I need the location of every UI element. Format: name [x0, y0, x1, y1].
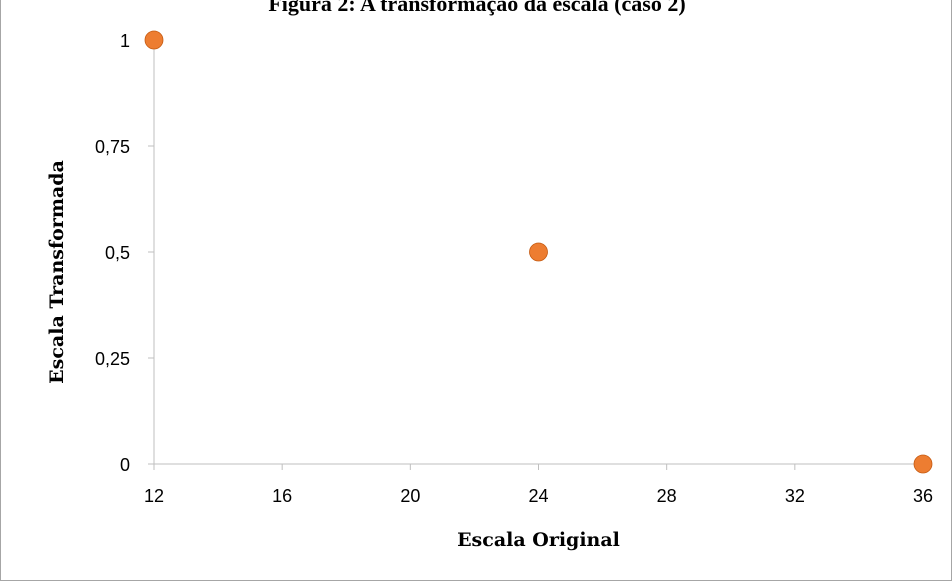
- data-points: [144, 30, 933, 474]
- y-axis-ticks: 0 0,25 0,5 0,75 1: [95, 31, 154, 475]
- x-tick-label: 20: [400, 486, 420, 506]
- chart-title: Figura 2: A transformação da escala (cas…: [268, 0, 686, 16]
- y-tick-label: 1: [120, 31, 130, 51]
- x-tick-label: 12: [144, 486, 164, 506]
- x-axis-ticks: 12 16 20 24 28 32 36: [144, 464, 933, 506]
- data-point: [529, 242, 548, 262]
- y-tick-label: 0,5: [105, 243, 130, 263]
- data-point: [144, 30, 164, 50]
- x-tick-label: 24: [528, 486, 548, 506]
- x-tick-label: 32: [785, 486, 805, 506]
- x-tick-label: 16: [272, 486, 292, 506]
- data-point: [913, 454, 933, 474]
- x-tick-label: 28: [657, 486, 677, 506]
- y-tick-label: 0: [120, 455, 130, 475]
- x-tick-label: 36: [913, 486, 933, 506]
- y-tick-label: 0,25: [95, 349, 130, 369]
- y-axis-title: Escala Transformada: [46, 160, 68, 384]
- y-tick-label: 0,75: [95, 137, 130, 157]
- x-axis-title: Escala Original: [457, 529, 620, 551]
